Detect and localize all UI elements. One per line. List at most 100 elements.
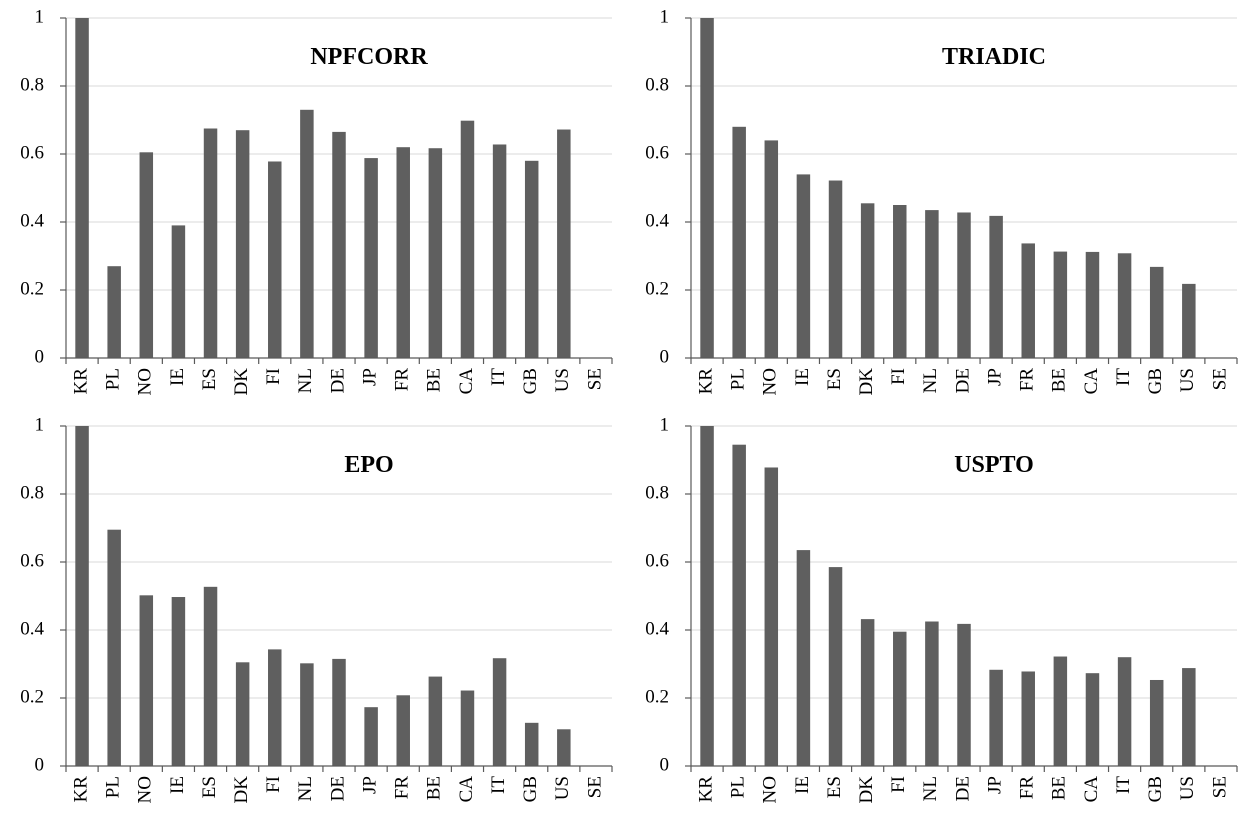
y-tick-label: 0.4 [645,210,669,231]
x-tick-label: PL [103,776,124,798]
bar-nl [300,663,314,766]
y-tick-label: 0 [660,754,670,775]
x-tick-label: IT [1113,368,1134,386]
bar-dk [235,130,250,358]
x-tick-label: SE [1209,776,1230,798]
y-tick-label: 0.8 [645,74,669,95]
y-tick-label: 0.4 [645,618,669,639]
x-tick-label: FR [392,776,413,800]
bar-ca [460,690,475,766]
y-tick-label: 0.8 [20,74,44,95]
bar-be [428,148,443,358]
bar-gb [524,160,539,358]
bar-de [332,658,346,766]
x-tick-label: ES [199,368,220,390]
x-tick-label: FR [392,368,413,392]
x-tick-label: NO [760,368,781,395]
bar-pl [107,529,121,766]
x-tick-label: JP [359,776,380,794]
x-tick-label: CA [1081,368,1102,395]
x-tick-label: NO [135,368,156,395]
y-tick-label: 0.6 [645,142,669,163]
bar-it [492,658,507,766]
x-tick-label: BE [1049,776,1070,800]
bar-ie [796,550,811,766]
bar-no [764,140,779,358]
bar-fi [268,161,282,358]
x-tick-label: BE [1049,368,1070,392]
x-tick-label: FR [1017,368,1038,392]
bar-us [557,129,571,358]
y-tick-label: 1 [660,6,670,27]
bar-es [828,180,843,358]
x-tick-label: DE [952,776,973,801]
x-tick-label: US [552,368,573,392]
bar-de [332,131,346,358]
x-tick-label: IT [1113,776,1134,794]
y-tick-label: 1 [35,6,45,27]
x-tick-label: IT [488,368,509,386]
x-tick-label: FI [888,776,909,793]
chart-panel-npfcorr: 0 0.2 0.4 0.6 0.8 1 KR PL NO IE ES DK FI NL DE JP FR BE CA… [0,0,625,408]
x-tick-label: NL [920,776,941,801]
x-tick-label: FI [888,368,909,385]
bar-pl [107,266,121,358]
x-tick-label: GB [520,776,541,802]
x-tick-label: NO [135,776,156,803]
x-tick-label: IE [792,368,813,386]
x-tick-label: GB [1145,776,1166,802]
x-tick-label: DE [952,368,973,393]
x-tick-label: DK [231,776,252,804]
chart-panel-uspto: 0 0.2 0.4 0.6 0.8 1 KR PL NO IE ES DK FI NL DE JP FR BE CA… [625,408,1250,816]
y-tick-label: 0 [660,346,670,367]
bar-de [957,623,971,766]
x-tick-label: CA [1081,776,1102,803]
x-tick-label: PL [103,368,124,390]
x-tick-label: FI [263,776,284,793]
x-tick-label: SE [1209,368,1230,390]
bar-kr [75,18,89,358]
chart-title: TRIADIC [942,44,1046,70]
bar-de [957,212,971,358]
bar-ie [171,225,186,358]
bar-kr [75,426,89,766]
bar-nl [925,621,939,766]
y-tick-label: 1 [660,414,670,435]
x-tick-label: IE [167,776,188,794]
bar-ca [1085,673,1100,766]
bar-nl [925,210,939,358]
x-tick-label: GB [1145,368,1166,394]
y-tick-label: 1 [35,414,45,435]
x-tick-label: US [1177,368,1198,392]
bar-pl [732,126,746,358]
bar-dk [860,619,875,766]
x-tick-label: KR [695,776,716,803]
x-tick-label: DE [327,368,348,393]
x-tick-label: CA [456,368,477,395]
y-tick-label: 0.4 [20,618,44,639]
bar-dk [235,662,250,766]
bar-pl [732,444,746,766]
bar-no [139,595,154,766]
chart-title: EPO [344,452,393,478]
x-tick-label: IT [488,776,509,794]
y-tick-label: 0 [35,346,45,367]
y-tick-label: 0.2 [20,686,44,707]
bar-kr [700,426,714,766]
bar-es [828,567,843,766]
bar-it [1117,657,1132,766]
x-tick-label: US [1177,776,1198,800]
x-tick-label: DK [231,368,252,396]
chart-svg: 0 0.2 0.4 0.6 0.8 1 KR PL NO IE ES DK FI NL DE JP FR BE CA… [20,6,613,396]
bar-jp [364,158,378,358]
x-tick-label: KR [70,776,91,803]
x-tick-label: CA [456,776,477,803]
bar-ie [171,597,186,766]
x-tick-label: JP [984,776,1005,794]
y-tick-label: 0.2 [645,686,669,707]
bar-fi [893,631,907,766]
bar-jp [364,707,378,766]
chart-panel-epo: 0 0.2 0.4 0.6 0.8 1 KR PL NO IE ES DK FI NL DE JP FR BE CA… [0,408,625,816]
x-tick-label: FI [263,368,284,385]
x-tick-label: KR [70,368,91,395]
